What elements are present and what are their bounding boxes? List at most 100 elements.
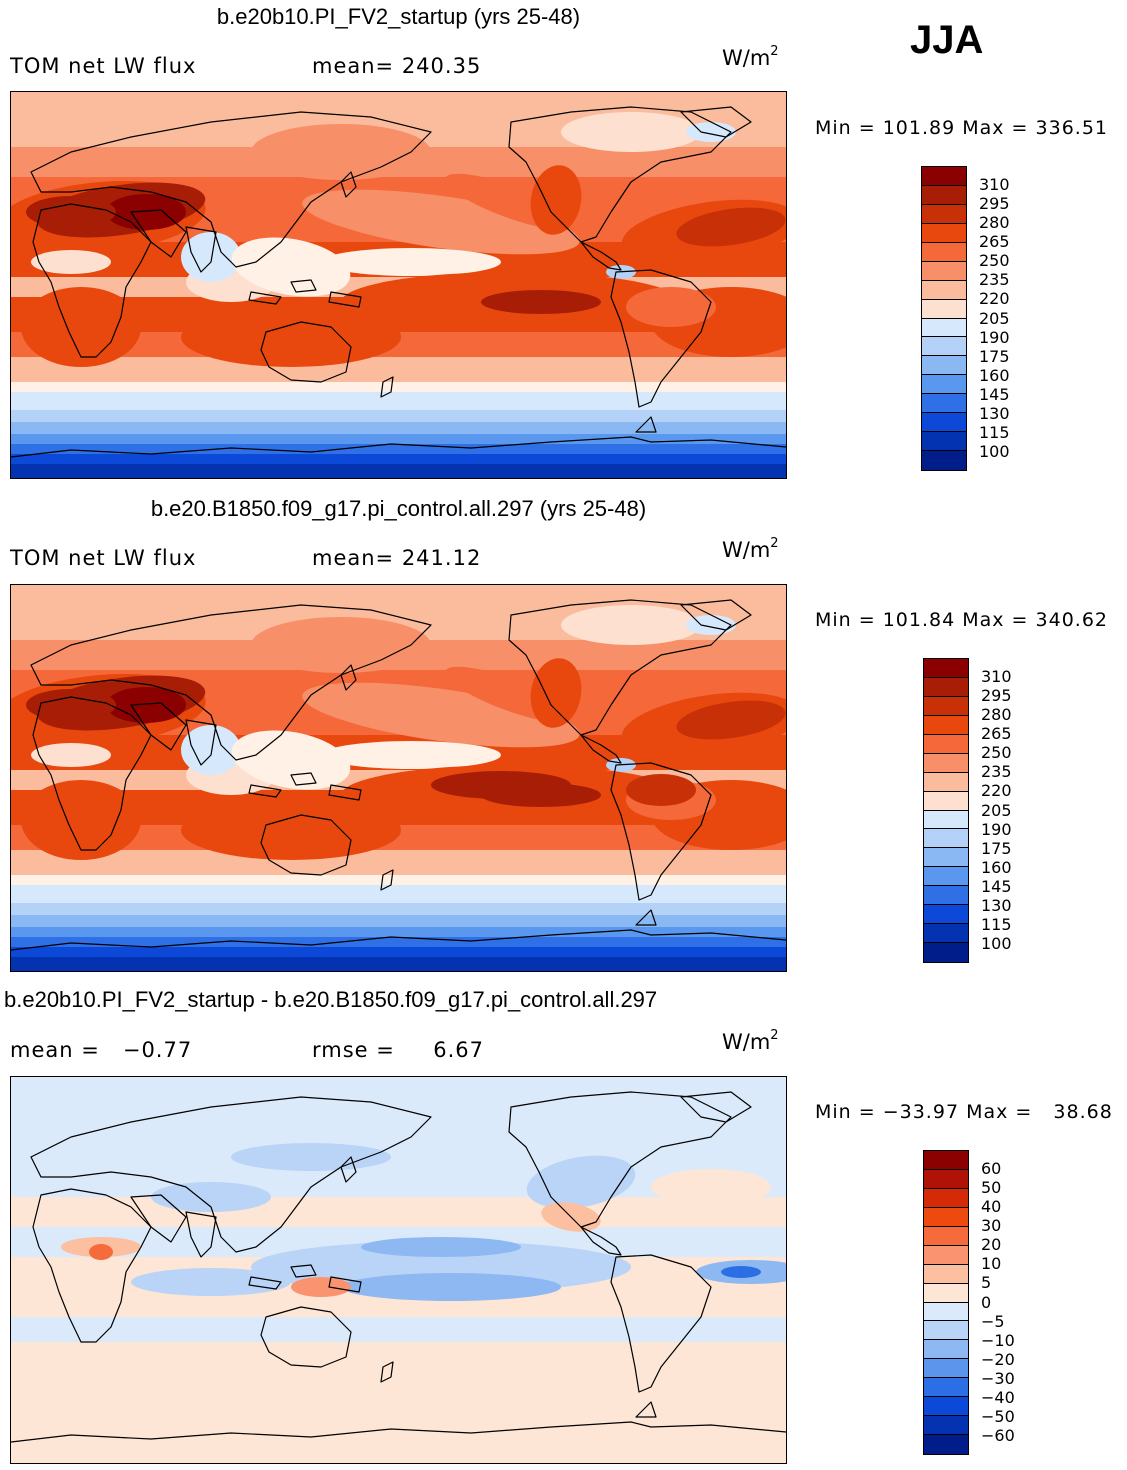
field-band xyxy=(11,915,786,928)
field-contour xyxy=(341,1273,561,1301)
colorbar-swatch xyxy=(924,1151,968,1170)
coastline xyxy=(32,203,152,358)
colorbar-swatch xyxy=(924,886,968,906)
colorbar-swatch xyxy=(924,1188,968,1208)
coastline xyxy=(328,784,362,801)
colorbar-tick-label: 40 xyxy=(981,1197,1002,1217)
colorbar-swatch xyxy=(924,1283,968,1303)
colorbar-tick-label: −10 xyxy=(981,1330,1015,1350)
colorbar-tick-label: 100 xyxy=(981,933,1012,953)
field-contour xyxy=(181,232,241,282)
colorbar-swatch xyxy=(922,242,966,262)
colorbar-swatch xyxy=(922,223,966,243)
panel-1-variable-label: TOM net LW flux xyxy=(10,54,197,78)
coastline xyxy=(340,171,357,198)
colorbar-tick-label: −40 xyxy=(981,1387,1015,1407)
panel-2-minmax: Min = 101.84 Max = 340.62 xyxy=(815,609,1108,631)
coastline xyxy=(248,291,282,305)
coastline xyxy=(610,1254,712,1393)
field-band xyxy=(11,927,786,938)
colorbar-tick-label: 160 xyxy=(981,857,1012,877)
coastline xyxy=(290,279,317,293)
coastline xyxy=(328,291,362,308)
colorbar-tick-label: −30 xyxy=(981,1368,1015,1388)
colorbar-swatch xyxy=(924,1416,968,1436)
coastline xyxy=(185,719,217,766)
field-band xyxy=(11,410,786,423)
field-band xyxy=(11,903,786,916)
coastline xyxy=(328,1276,362,1293)
field-band xyxy=(11,850,786,876)
colorbar-swatch xyxy=(924,1321,968,1341)
colorbar-tick-label: 205 xyxy=(979,308,1010,328)
coastline xyxy=(290,1264,317,1278)
colorbar-tick-label: 50 xyxy=(981,1178,1002,1198)
colorbar-swatch xyxy=(924,753,968,773)
colorbar-swatch xyxy=(924,1435,968,1454)
coastline xyxy=(580,241,622,271)
colorbar-swatch xyxy=(924,715,968,735)
panel-1-map xyxy=(10,91,787,479)
coastline xyxy=(185,226,217,273)
field-contour xyxy=(530,165,582,235)
field-contour xyxy=(251,617,431,673)
field-contour xyxy=(11,611,131,639)
field-contour xyxy=(530,658,582,728)
colorbar-swatch xyxy=(924,810,968,830)
panel-2-map-svg xyxy=(11,585,786,971)
coastline xyxy=(610,269,712,408)
field-contour xyxy=(11,118,131,146)
colorbar-tick-label: 280 xyxy=(979,213,1010,233)
panel-3-map-svg xyxy=(11,1077,786,1463)
colorbar-tick-label: 295 xyxy=(981,686,1012,706)
colorbar-swatch xyxy=(922,167,966,186)
colorbar-tick-label: 190 xyxy=(981,819,1012,839)
panel-2-variable-label: TOM net LW flux xyxy=(10,546,197,570)
panel-1-mean-label: mean= 240.35 xyxy=(312,54,482,78)
panel-2-map xyxy=(10,584,787,972)
colorbar-swatch xyxy=(924,659,968,678)
colorbar-tick-label: −60 xyxy=(981,1425,1015,1445)
coastline xyxy=(260,1306,352,1368)
field-contour xyxy=(431,771,571,799)
colorbar-swatch xyxy=(924,1302,968,1322)
field-contour xyxy=(481,290,601,314)
panel-2-coastlines xyxy=(11,599,786,951)
panel-3-minmax: Min = −33.97 Max = 38.68 xyxy=(815,1101,1113,1123)
field-contour xyxy=(131,1268,291,1296)
coastline xyxy=(680,599,752,631)
field-contour xyxy=(181,800,401,860)
field-band xyxy=(11,422,786,435)
colorbar-tick-label: 175 xyxy=(981,838,1012,858)
coastline xyxy=(130,1194,187,1243)
panel-3-coastlines xyxy=(11,1091,786,1443)
colorbar-tick-label: 100 xyxy=(979,441,1010,461)
colorbar-swatch xyxy=(924,1378,968,1398)
colorbar-tick-label: 235 xyxy=(979,270,1010,290)
colorbar-tick-label: 0 xyxy=(981,1292,992,1312)
season-label: JJA xyxy=(910,18,984,62)
coastline xyxy=(290,772,317,786)
field-band xyxy=(11,1342,786,1463)
colorbar-swatch xyxy=(924,829,968,849)
field-contour xyxy=(651,1169,771,1205)
field-contour xyxy=(106,687,186,723)
colorbar-swatch xyxy=(924,772,968,792)
coastline xyxy=(30,111,432,268)
field-contour xyxy=(26,196,116,228)
field-contour xyxy=(251,124,431,180)
coastline xyxy=(260,321,352,383)
colorbar-tick-label: 5 xyxy=(981,1273,992,1293)
colorbar-tick-label: 250 xyxy=(981,743,1012,763)
coastline xyxy=(380,376,394,398)
coastline xyxy=(635,909,657,926)
panel-3-mean-label: mean = −0.77 xyxy=(10,1038,193,1062)
coastline xyxy=(580,1226,622,1256)
field-band xyxy=(11,464,786,478)
coastline xyxy=(610,762,712,901)
colorbar-tick-label: 220 xyxy=(979,289,1010,309)
colorbar-tick-label: 265 xyxy=(981,724,1012,744)
panel-2-units: W/m2 xyxy=(722,536,779,562)
colorbar-tick-label: −50 xyxy=(981,1406,1015,1426)
colorbar-tick-label: 115 xyxy=(979,422,1010,442)
